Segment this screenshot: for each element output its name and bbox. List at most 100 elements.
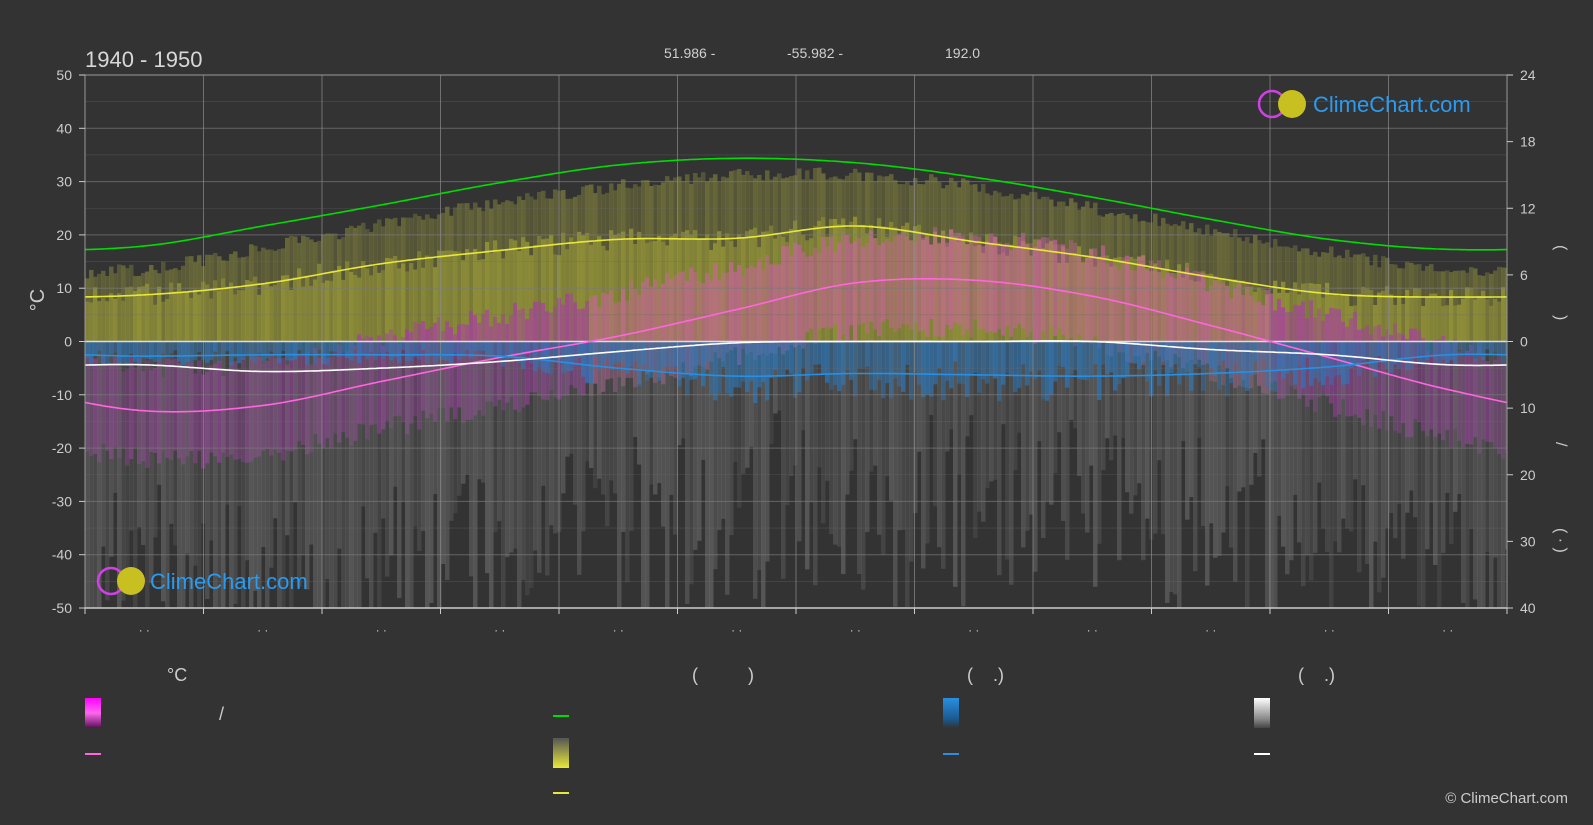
precip-day-bar — [381, 341, 386, 519]
temp-day-bar — [1197, 271, 1202, 360]
precip-day-bar — [417, 341, 422, 551]
precip-day-bar — [1105, 341, 1110, 439]
sunshine-day-bar — [381, 226, 386, 342]
rain-day-bar — [1361, 341, 1366, 361]
rain-day-bar — [237, 341, 242, 364]
rain-day-bar — [537, 341, 542, 368]
sunshine-day-bar — [425, 255, 430, 342]
sunshine-day-bar — [393, 255, 398, 342]
rain-day-bar — [1197, 341, 1202, 368]
temp-day-bar — [1429, 353, 1434, 430]
precip-day-bar — [209, 341, 214, 541]
rain-day-bar — [477, 341, 482, 351]
temp-day-bar — [433, 322, 438, 422]
rain-day-bar — [989, 341, 994, 375]
temp-day-bar — [297, 354, 302, 442]
rain-day-bar — [865, 341, 870, 367]
temp-day-bar — [1133, 270, 1138, 357]
precip-day-bar — [1261, 341, 1266, 440]
rain-day-bar — [1261, 341, 1266, 361]
precip-day-bar — [1301, 341, 1306, 587]
sunshine-day-bar — [497, 249, 502, 342]
rain-day-bar — [1189, 341, 1194, 391]
sunshine-day-bar — [333, 270, 338, 342]
precip-day-bar — [309, 341, 314, 545]
rain-day-bar — [253, 341, 258, 363]
precip-day-bar — [697, 341, 702, 541]
precip-day-bar — [1209, 341, 1214, 524]
temp-day-bar — [781, 245, 786, 355]
sunshine-day-bar — [313, 279, 318, 342]
rain-day-bar — [885, 341, 890, 384]
rain-day-bar — [233, 341, 238, 358]
sunshine-day-bar — [1209, 273, 1214, 342]
daylight-line — [85, 157, 1508, 251]
precip-day-bar — [1129, 341, 1134, 514]
sunshine-day-bar — [397, 268, 402, 342]
sunshine-day-bar — [121, 300, 126, 342]
temp-day-bar — [769, 264, 774, 353]
precip-day-bar — [129, 341, 134, 531]
rain-day-bar — [1425, 341, 1430, 361]
sunshine-day-bar — [417, 251, 422, 342]
rain-day-bar — [1085, 341, 1090, 381]
rain-day-bar — [741, 341, 746, 382]
sunshine-day-bar — [141, 286, 146, 342]
sunshine-day-bar — [1393, 304, 1398, 342]
sunshine-day-bar — [193, 289, 198, 342]
temp-day-bar — [1437, 339, 1442, 434]
x-tick-label: · · — [968, 623, 979, 637]
temp-day-bar — [1057, 244, 1062, 329]
rain-day-bar — [1413, 341, 1418, 357]
rain-day-bar — [561, 341, 566, 373]
rain-day-bar — [1501, 341, 1506, 365]
temp-day-bar — [993, 236, 998, 333]
rain-day-bar — [733, 341, 738, 388]
sunshine-day-bar — [1421, 306, 1426, 342]
precip-day-bar — [1241, 341, 1246, 488]
temp-day-bar — [1117, 268, 1122, 353]
rain-day-bar — [1053, 341, 1058, 382]
sunshine-day-bar — [693, 230, 698, 342]
precip-day-bar — [1169, 341, 1174, 593]
precip-day-bar — [1345, 341, 1350, 529]
rain-day-bar — [497, 341, 502, 358]
rain-day-bar — [429, 341, 434, 356]
rain-day-bar — [869, 341, 874, 390]
rain-day-bar — [1245, 341, 1250, 391]
sunshine-day-bar — [1245, 286, 1250, 342]
precip-day-bar — [373, 341, 378, 533]
rain-day-bar — [593, 341, 598, 358]
rain-day-bar — [1081, 341, 1086, 380]
rain-day-bar — [261, 341, 266, 362]
rain-day-bar — [753, 341, 758, 404]
precip-day-bar — [1025, 341, 1030, 531]
precip-day-bar — [1065, 341, 1070, 560]
temp-day-bar — [873, 238, 878, 330]
precip-day-bar — [785, 341, 790, 506]
sunshine-day-bar — [509, 238, 514, 342]
rain-day-bar — [1401, 341, 1406, 359]
rain-day-bar — [89, 341, 94, 365]
temp-day-bar — [881, 242, 886, 322]
precip-day-bar — [101, 341, 106, 547]
sunshine-day-bar — [1457, 304, 1462, 342]
rain-day-bar — [137, 341, 142, 366]
temp-day-bar — [809, 255, 814, 329]
precip-day-bar — [261, 341, 266, 548]
rain-day-bar — [493, 341, 498, 359]
rain-day-bar — [129, 341, 134, 354]
sunshine-day-bar — [597, 236, 602, 342]
sunshine-day-bar — [633, 244, 638, 342]
sunshine-day-bar — [1249, 286, 1254, 342]
temp-day-bar — [361, 338, 366, 425]
rain-day-bar — [1193, 341, 1198, 365]
precip-day-bar — [1325, 341, 1330, 552]
temp-day-bar — [593, 294, 598, 384]
precip-day-bar — [569, 341, 574, 454]
temp-day-bar — [889, 241, 894, 328]
temp-day-bar — [869, 230, 874, 322]
precip-day-bar — [1193, 341, 1198, 572]
rain-day-bar — [1109, 341, 1114, 373]
sunshine-day-bar — [533, 244, 538, 342]
